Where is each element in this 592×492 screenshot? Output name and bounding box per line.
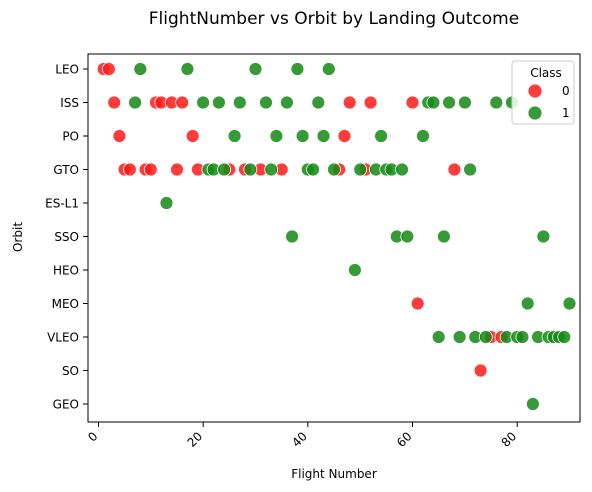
point-class-1 xyxy=(227,129,242,143)
y-axis-label: Orbit xyxy=(11,222,25,252)
point-class-1 xyxy=(395,162,409,177)
point-class-1 xyxy=(248,62,263,76)
point-class-1 xyxy=(133,62,148,76)
point-class-0 xyxy=(185,129,200,143)
point-class-1 xyxy=(431,330,446,344)
point-class-0 xyxy=(337,129,352,143)
point-class-1 xyxy=(353,162,368,177)
point-class-0 xyxy=(107,95,122,110)
x-tick-label: 80 xyxy=(499,429,520,450)
point-class-1 xyxy=(243,162,258,177)
point-class-0 xyxy=(122,162,137,177)
point-class-1 xyxy=(269,129,284,143)
point-class-1 xyxy=(557,330,572,344)
y-axis: LEO ISS PO GTO ES-L1 SSO HEO MEO VLEO SO GEO xyxy=(45,63,88,412)
chart-title: FlightNumber vs Orbit by Landing Outcome xyxy=(149,9,519,29)
point-class-1 xyxy=(279,95,294,110)
point-class-1 xyxy=(374,129,389,143)
point-class-1 xyxy=(452,330,467,344)
point-class-1 xyxy=(159,196,174,210)
point-class-0 xyxy=(175,95,190,110)
point-class-0 xyxy=(473,363,488,378)
legend-title: Class xyxy=(530,66,562,80)
point-class-0 xyxy=(170,162,184,177)
point-class-1 xyxy=(316,129,331,143)
point-class-1 xyxy=(442,95,457,110)
point-class-0 xyxy=(410,296,425,311)
y-tick-label: GTO xyxy=(53,163,79,177)
point-class-1 xyxy=(436,229,451,244)
point-class-1 xyxy=(180,62,195,76)
point-class-1 xyxy=(536,229,551,244)
point-class-1 xyxy=(457,95,472,110)
point-class-1 xyxy=(311,95,326,110)
point-class-1 xyxy=(232,95,247,110)
legend-label-class-1: 1 xyxy=(562,106,570,120)
plot-points xyxy=(96,62,577,411)
x-tick-label: 0 xyxy=(85,429,100,444)
y-tick-label: ES-L1 xyxy=(45,197,79,211)
y-tick-label: GEO xyxy=(53,398,79,412)
x-tick-label: 20 xyxy=(185,429,206,450)
point-class-0 xyxy=(363,95,378,110)
x-tick-label: 60 xyxy=(394,429,415,450)
y-tick-label: SO xyxy=(62,364,79,378)
y-tick-label: ISS xyxy=(60,96,79,110)
point-class-1 xyxy=(327,162,341,177)
point-class-1 xyxy=(295,129,310,143)
point-class-1 xyxy=(463,162,478,177)
y-tick-label: SSO xyxy=(54,230,79,244)
point-class-1 xyxy=(478,330,493,344)
point-class-1 xyxy=(290,62,305,76)
point-class-1 xyxy=(515,330,530,344)
point-class-1 xyxy=(306,162,321,177)
point-class-1 xyxy=(562,296,577,311)
plot-frame xyxy=(87,53,581,423)
point-class-1 xyxy=(400,229,415,244)
y-tick-label: LEO xyxy=(55,63,79,77)
point-class-1 xyxy=(264,162,279,177)
point-class-1 xyxy=(520,296,535,311)
legend-marker-class-1 xyxy=(527,105,543,121)
point-class-1 xyxy=(128,95,143,110)
x-axis-label: Flight Number xyxy=(291,467,377,481)
point-class-1 xyxy=(211,95,226,110)
legend: Class 0 1 xyxy=(511,60,575,125)
point-class-1 xyxy=(196,95,211,110)
point-class-1 xyxy=(426,95,441,110)
legend-label-class-0: 0 xyxy=(562,84,570,98)
point-class-0 xyxy=(447,162,462,177)
point-class-0 xyxy=(342,95,357,110)
x-axis: 0 20 40 60 80 xyxy=(85,422,519,450)
y-tick-label: MEO xyxy=(52,297,79,311)
point-class-1 xyxy=(285,229,300,244)
point-class-0 xyxy=(143,162,158,177)
legend-marker-class-0 xyxy=(527,83,543,99)
point-class-1 xyxy=(526,397,540,411)
x-tick-label: 40 xyxy=(289,429,310,450)
point-class-1 xyxy=(321,62,336,76)
point-class-1 xyxy=(217,162,232,177)
point-class-1 xyxy=(347,263,362,277)
legend-box xyxy=(511,60,575,125)
point-class-0 xyxy=(405,95,420,110)
y-tick-label: HEO xyxy=(53,264,79,278)
point-class-1 xyxy=(489,95,504,110)
point-class-0 xyxy=(112,129,127,143)
y-tick-label: VLEO xyxy=(47,331,79,345)
y-tick-label: PO xyxy=(62,130,79,144)
point-class-0 xyxy=(102,62,116,76)
point-class-1 xyxy=(416,129,430,143)
point-class-1 xyxy=(259,95,273,110)
